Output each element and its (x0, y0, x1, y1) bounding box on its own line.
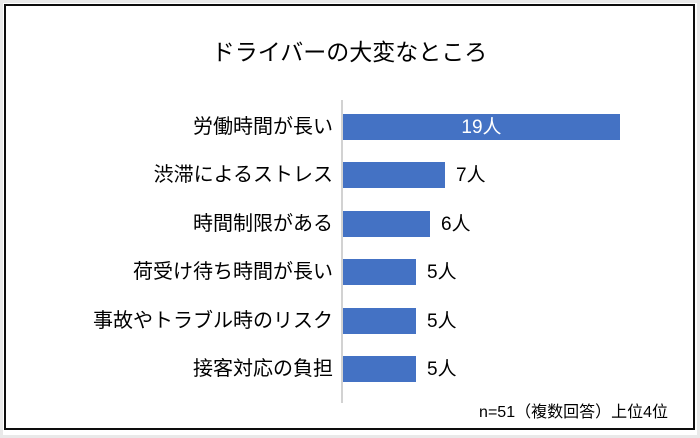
category-label: 接客対応の負担 (193, 358, 333, 380)
value-label: 19人 (461, 117, 502, 138)
bar-row: 渋滞によるストレス 7人 (6, 162, 693, 188)
bar: 5人 (343, 356, 457, 382)
category-label: 荷受け待ち時間が長い (133, 261, 333, 283)
value-label: 5人 (427, 262, 457, 283)
value-label: 5人 (427, 311, 457, 332)
bar: 5人 (343, 308, 457, 334)
bar: 19人 (343, 114, 620, 140)
category-label: 渋滞によるストレス (153, 164, 333, 186)
bar-row: 労働時間が長い 19人 (6, 114, 693, 140)
chart-title: ドライバーの大変なところ (211, 39, 488, 65)
bar-row: 接客対応の負担 5人 (6, 356, 693, 382)
bar: 6人 (343, 211, 471, 237)
bar-row: 荷受け待ち時間が長い 5人 (6, 259, 693, 285)
value-label: 7人 (456, 165, 486, 186)
category-label: 時間制限がある (193, 213, 333, 235)
sample-size-note: n=51（複数回答）上位4位 (479, 404, 668, 421)
bar-row: 時間制限がある 6人 (6, 211, 693, 237)
bar: 5人 (343, 259, 457, 285)
category-label: 事故やトラブル時のリスク (93, 310, 333, 332)
bar-row: 事故やトラブル時のリスク 5人 (6, 308, 693, 334)
value-label: 6人 (441, 214, 471, 235)
category-axis-line (341, 100, 343, 403)
bar: 7人 (343, 162, 486, 188)
category-label: 労働時間が長い (193, 116, 333, 138)
plot-area: 労働時間が長い 19人 渋滞によるストレス 7人 時間制限がある 6人 荷受け待… (6, 6, 693, 428)
chart-frame: ドライバーの大変なところ 労働時間が長い 19人 渋滞によるストレス 7人 時間… (4, 4, 695, 430)
value-label: 5人 (427, 359, 457, 380)
